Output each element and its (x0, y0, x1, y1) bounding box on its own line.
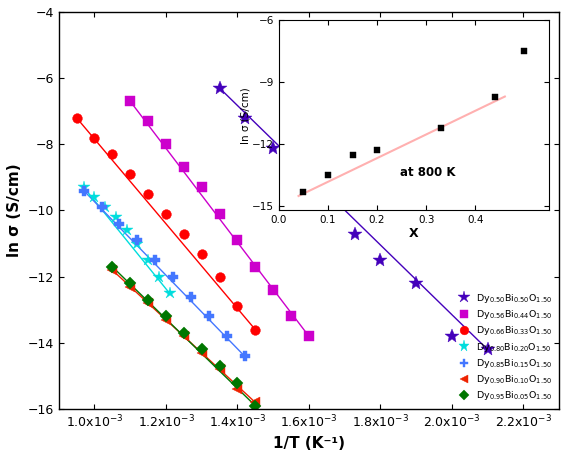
X-axis label: 1/T (K⁻¹): 1/T (K⁻¹) (273, 436, 345, 451)
Legend: Dy$_{0.50}$Bi$_{0.50}$O$_{1.50}$, Dy$_{0.56}$Bi$_{0.44}$O$_{1.50}$, Dy$_{0.66}$B: Dy$_{0.50}$Bi$_{0.50}$O$_{1.50}$, Dy$_{0… (453, 290, 554, 404)
Y-axis label: ln σ (S/cm): ln σ (S/cm) (7, 164, 22, 257)
